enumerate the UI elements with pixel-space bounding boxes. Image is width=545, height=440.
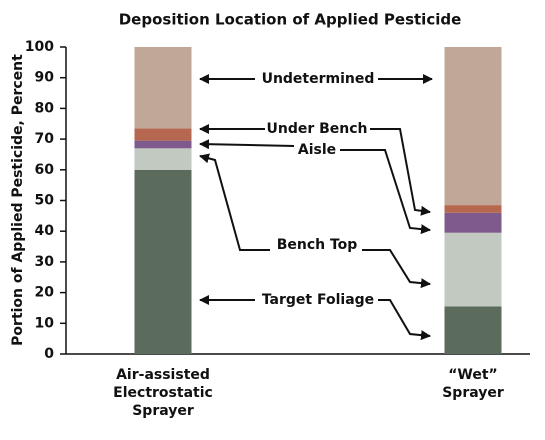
bar-segment (134, 148, 192, 170)
series-annotation: Target Foliage (262, 292, 374, 308)
bar-segment (134, 169, 192, 354)
y-tick-label: 50 (35, 193, 55, 209)
bar-segment (444, 205, 502, 213)
bar-segment (444, 306, 502, 354)
y-tick-label: 40 (35, 223, 55, 239)
annotation-arrows (199, 74, 433, 341)
bar-segment (134, 140, 192, 149)
y-tick-label: 80 (35, 100, 55, 116)
y-tick-label: 70 (35, 131, 55, 147)
y-tick-label: 100 (25, 39, 54, 55)
bar-segment (134, 47, 192, 129)
series-annotation: Bench Top (277, 237, 358, 253)
bar-segment (134, 128, 192, 141)
y-tick-label: 10 (35, 315, 55, 331)
series-annotation: Under Bench (266, 121, 367, 137)
bar-segment (444, 232, 502, 307)
chart-title: Deposition Location of Applied Pesticide (119, 11, 462, 29)
y-tick-label: 60 (35, 162, 55, 178)
x-tick-label: “Wet” Sprayer (442, 367, 504, 401)
y-axis-label: Portion of Applied Pesticide, Percent (10, 54, 26, 346)
y-tick-label: 0 (44, 346, 54, 362)
y-tick-label: 30 (35, 254, 55, 270)
x-tick-label: Air-assisted Electrostatic Sprayer (113, 367, 213, 419)
series-annotation: Undetermined (262, 71, 375, 87)
bar-segment (444, 47, 502, 206)
series-annotation: Aisle (298, 142, 336, 158)
y-tick-label: 90 (35, 70, 55, 86)
y-tick-label: 20 (35, 285, 55, 301)
bar-segment (444, 212, 502, 233)
